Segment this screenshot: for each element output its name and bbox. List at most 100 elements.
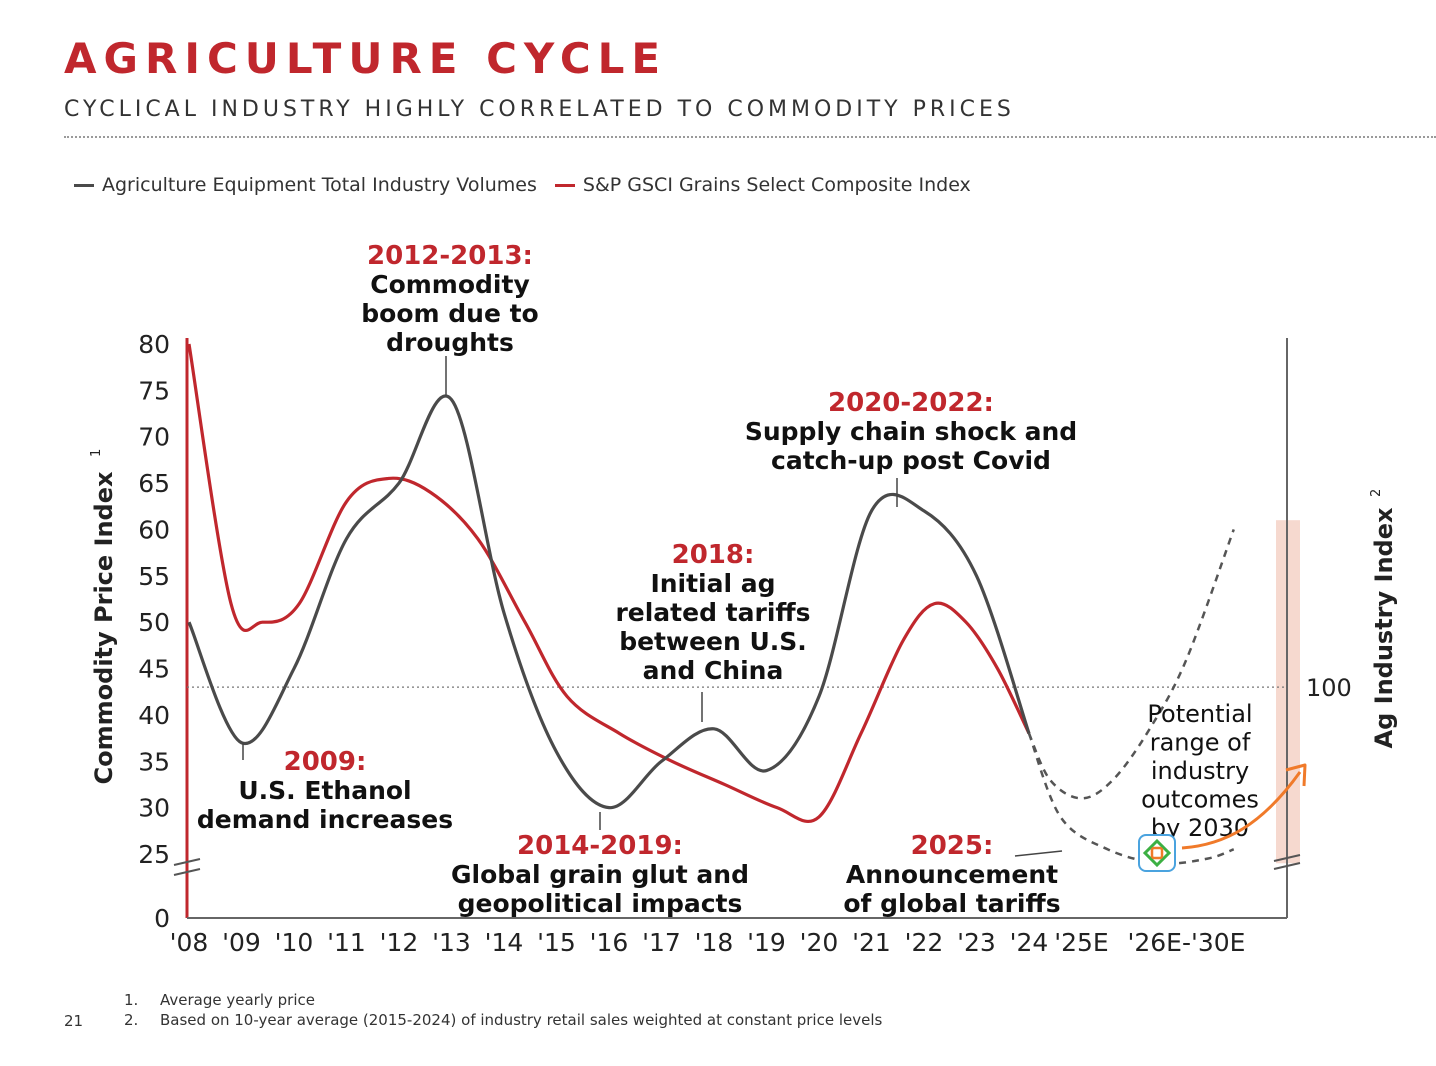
page-title: AGRICULTURE CYCLE	[64, 34, 668, 83]
x-tick-label: '14	[485, 928, 524, 957]
legend-label-equipment: Agriculture Equipment Total Industry Vol…	[102, 174, 537, 196]
footnotes: 1. Average yearly price 2. Based on 10-y…	[124, 990, 882, 1030]
annotation-text-line: related tariffs	[615, 598, 810, 627]
annotation-text-line: U.S. Ethanol	[238, 776, 411, 805]
title-divider	[64, 136, 1436, 138]
series-line-equipment-volumes	[187, 394, 1031, 810]
annotation-text-line: Supply chain shock and	[745, 417, 1077, 446]
y-tick-label: 45	[138, 655, 170, 684]
annotation-text-line: between U.S.	[619, 627, 807, 656]
projection-lower-dashed	[1027, 733, 1235, 865]
y-tick-label: 65	[138, 469, 170, 498]
annotation-heading: 2014-2019:	[517, 831, 683, 861]
footnote-1-number: 1.	[124, 991, 139, 1009]
x-tick-label: '19	[747, 928, 786, 957]
y-tick-label: 35	[138, 747, 170, 776]
annotation-text-line: range of	[1150, 729, 1251, 757]
axis-break-mark	[173, 858, 201, 866]
annotation-text-line: Commodity	[370, 270, 530, 299]
annotation-heading: 2009:	[284, 747, 367, 777]
annotation-heading: 2020-2022:	[828, 388, 994, 418]
annotation-text-line: Global grain glut and	[451, 860, 749, 889]
x-tick-label: '21	[852, 928, 891, 957]
legend-swatch-equipment	[74, 183, 94, 187]
annotation-text-line: Announcement	[846, 860, 1058, 889]
annotation-text-line: Initial ag	[650, 569, 775, 598]
x-tick-label: '24	[1010, 928, 1049, 957]
badge-diamond-icon	[1142, 838, 1172, 868]
x-tick-label: '13	[432, 928, 471, 957]
x-tick-label: '09	[222, 928, 261, 957]
annotation-text-line: outcomes	[1141, 786, 1259, 814]
x-tick-label: '25E	[1054, 928, 1108, 957]
badge-icon	[1138, 834, 1176, 872]
y-tick-label: 30	[138, 794, 170, 823]
badge-square-icon	[1150, 846, 1164, 860]
y-tick-label: 50	[138, 608, 170, 637]
x-tick-label: '16	[590, 928, 629, 957]
annotation-4: 2020-2022:Supply chain shock andcatch-up…	[745, 388, 1077, 507]
axis-break-mark	[1273, 854, 1301, 862]
x-tick-label: '18	[695, 928, 734, 957]
annotation-text-line: droughts	[386, 328, 514, 357]
x-tick-label: '12	[380, 928, 419, 957]
y-tick-label: 55	[138, 562, 170, 591]
projection-upper-dashed	[1027, 529, 1235, 800]
orange-arrow-head	[1285, 763, 1307, 787]
y-tick-label: 70	[138, 423, 170, 452]
annotation-heading: 2018:	[672, 540, 755, 570]
footnote-1: 1. Average yearly price	[124, 990, 882, 1010]
x-tick-label: '26E-'30E	[1128, 928, 1246, 957]
y-tick-label: 60	[138, 515, 170, 544]
page-number: 21	[64, 1012, 84, 1030]
footnote-2-text: Based on 10-year average (2015-2024) of …	[160, 1011, 883, 1029]
x-tick-label: '23	[957, 928, 996, 957]
y-axis-title-right-footnote: 2	[1369, 489, 1384, 497]
annotation-text-line: industry	[1151, 757, 1249, 785]
annotation-text-line: Potential	[1147, 700, 1252, 728]
orange-arrow-shaft	[1181, 771, 1302, 850]
y-tick-label: 75	[138, 376, 170, 405]
annotation-text-line: demand increases	[197, 805, 453, 834]
annotation-heading: 2025:	[911, 831, 994, 861]
y-axis-title-left-footnote: 1	[89, 449, 104, 457]
legend-swatch-grains	[554, 183, 575, 187]
y-axis-title-right: Ag Industry Index	[1370, 507, 1398, 748]
annotation-leader-line	[1014, 850, 1063, 857]
legend-label-grains: S&P GSCI Grains Select Composite Index	[582, 174, 971, 196]
y-axis-title-left: Commodity Price Index	[90, 471, 118, 784]
axis-break-mark	[173, 868, 201, 876]
commodity-cycle-chart: 100 0 25 30 35 40 45 50 55 60 65 70 75 80 '08 '09 '10 '11…	[89, 241, 1398, 957]
annotation-text-line: catch-up post Covid	[771, 446, 1051, 475]
x-tick-label: '08	[170, 928, 209, 957]
page-subtitle: CYCLICAL INDUSTRY HIGHLY CORRELATED TO C…	[64, 97, 1015, 122]
y-tick-label: 40	[138, 701, 170, 730]
series-line-grains-index	[187, 343, 1031, 824]
footnote-1-text: Average yearly price	[160, 991, 315, 1009]
y-tick-label: 25	[138, 840, 170, 869]
y-tick-label: 0	[154, 904, 170, 933]
x-tick-label: '11	[327, 928, 366, 957]
annotation-heading: 2012-2013:	[367, 241, 533, 271]
x-tick-label: '10	[275, 928, 314, 957]
x-tick-label: '22	[905, 928, 944, 957]
legend-item-equipment: Agriculture Equipment Total Industry Vol…	[74, 174, 537, 196]
footnote-2: 2. Based on 10-year average (2015-2024) …	[124, 1010, 882, 1030]
axis-break-mark	[1273, 862, 1301, 870]
y-tick-label: 80	[138, 330, 170, 359]
chart-legend: Agriculture Equipment Total Industry Vol…	[74, 174, 989, 196]
annotation-text-line: geopolitical impacts	[458, 889, 743, 918]
x-tick-label: '20	[800, 928, 839, 957]
footnote-2-number: 2.	[124, 1011, 139, 1029]
x-tick-label: '15	[537, 928, 576, 957]
annotation-text-line: of global tariffs	[843, 889, 1060, 918]
x-tick-label: '17	[642, 928, 681, 957]
annotation-2: 2014-2019:Global grain glut andgeopoliti…	[451, 812, 749, 918]
annotation-text-line: boom due to	[361, 299, 538, 328]
annotation-text-line: and China	[643, 656, 784, 685]
